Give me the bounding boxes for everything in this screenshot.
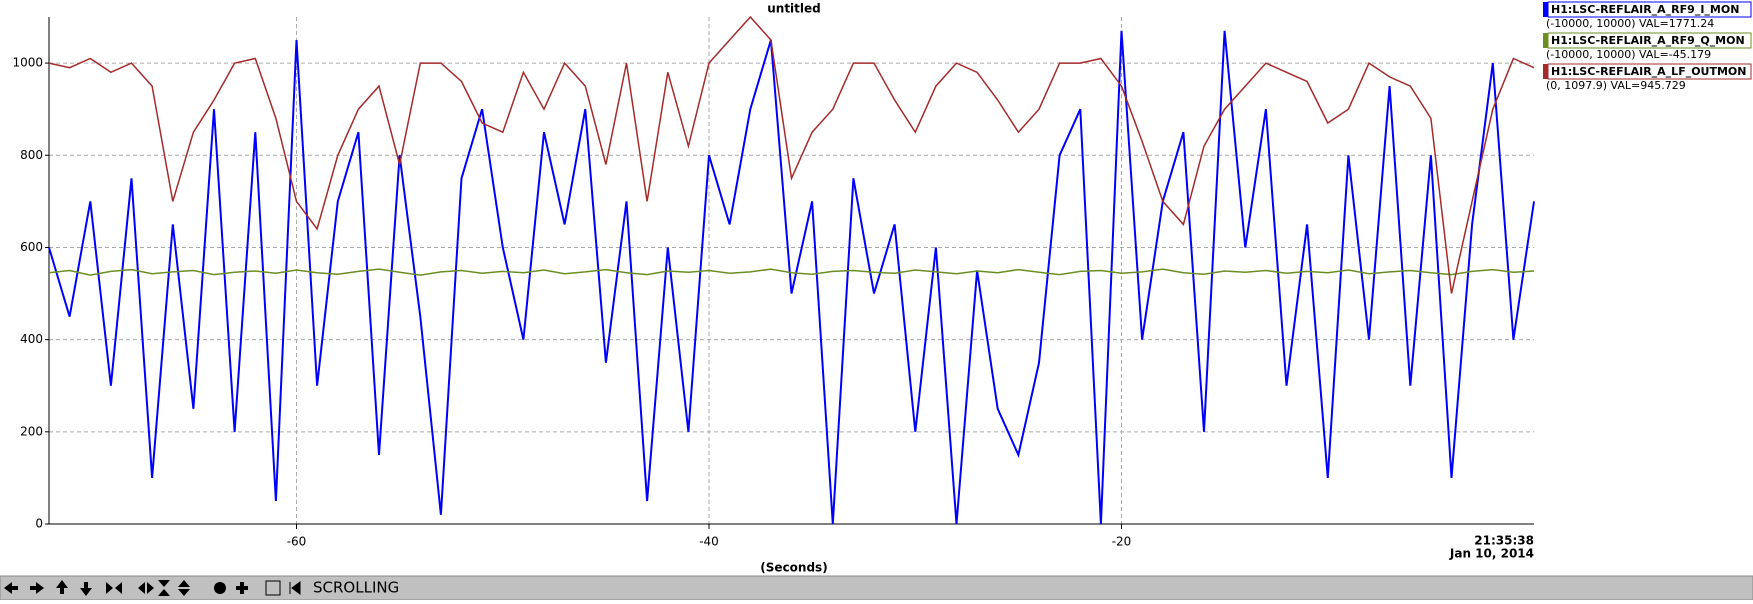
button-zoom-in-y[interactable] [158, 580, 170, 596]
x-axis-label: (Seconds) [760, 561, 827, 575]
legend-swatch [1543, 33, 1548, 48]
date-label: Jan 10, 2014 [1449, 547, 1534, 561]
series-line [48, 30, 1535, 525]
button-reset[interactable] [236, 582, 248, 594]
button-down[interactable] [80, 582, 92, 596]
button-left[interactable] [4, 582, 18, 594]
series-line [48, 15, 1535, 294]
button-auto[interactable] [214, 582, 226, 594]
legend-range: (-10000, 10000) VAL=1771.24 [1546, 17, 1714, 30]
y-tick-label: 1000 [12, 56, 43, 70]
legend-swatch [1543, 64, 1548, 79]
button-zoom-out-x[interactable] [138, 582, 154, 594]
y-tick-label: 400 [20, 332, 43, 346]
toolbar-buttons [4, 580, 301, 596]
legend-box [1547, 63, 1752, 80]
time-label: 21:35:38 [1474, 534, 1534, 548]
x-tick-label: -40 [699, 535, 719, 549]
chart-title: untitled [767, 2, 821, 16]
toolbar-bar [0, 575, 1753, 601]
x-tick-label: -60 [287, 535, 307, 549]
legend-range: (0, 1097.9) VAL=945.729 [1546, 79, 1686, 92]
legend-swatch [1543, 2, 1548, 17]
button-up[interactable] [56, 580, 68, 594]
toolbar: SCROLLING [0, 575, 1753, 601]
legend-name: H1:LSC-REFLAIR_A_RF9_Q_MON [1551, 34, 1745, 47]
button-zoom-in-x[interactable] [106, 582, 122, 594]
y-tick-label: 600 [20, 240, 43, 254]
legend-name: H1:LSC-REFLAIR_A_LF_OUTMON [1551, 65, 1747, 78]
legend-box [1547, 1, 1752, 18]
series-line [48, 268, 1535, 276]
legend-range: (-10000, 10000) VAL=-45.179 [1546, 48, 1711, 61]
button-pan[interactable] [289, 581, 301, 595]
status-label: SCROLLING [313, 579, 399, 597]
legend-box [1547, 32, 1752, 49]
button-graph[interactable] [265, 580, 281, 596]
legend-name: H1:LSC-REFLAIR_A_RF9_I_MON [1551, 3, 1739, 16]
y-tick-label: 0 [35, 517, 43, 531]
button-right[interactable] [30, 582, 44, 594]
x-tick-label: -20 [1112, 535, 1132, 549]
button-zoom-out-y[interactable] [178, 580, 190, 596]
y-tick-label: 800 [20, 148, 43, 162]
y-tick-label: 200 [20, 424, 43, 438]
